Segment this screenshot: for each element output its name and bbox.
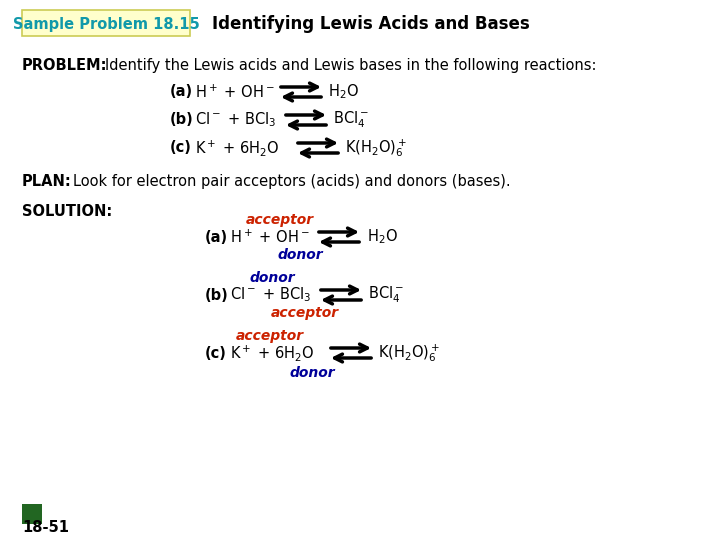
Text: acceptor: acceptor: [271, 306, 339, 320]
Text: donor: donor: [289, 366, 335, 380]
Text: H$^+$ + OH$^-$: H$^+$ + OH$^-$: [230, 228, 310, 246]
Text: H$_2$O: H$_2$O: [367, 228, 398, 246]
Text: Identify the Lewis acids and Lewis bases in the following reactions:: Identify the Lewis acids and Lewis bases…: [105, 58, 596, 73]
Text: donor: donor: [249, 271, 294, 285]
Text: (b): (b): [205, 287, 229, 302]
Text: acceptor: acceptor: [236, 329, 304, 343]
Text: Cl$^-$ + BCl$_3$: Cl$^-$ + BCl$_3$: [230, 286, 311, 305]
Text: Identifying Lewis Acids and Bases: Identifying Lewis Acids and Bases: [212, 15, 530, 33]
Text: H$^+$ + OH$^-$: H$^+$ + OH$^-$: [195, 83, 275, 100]
Text: (b): (b): [170, 112, 194, 127]
Text: K(H$_2$O)$_6^+$: K(H$_2$O)$_6^+$: [345, 137, 408, 159]
Text: PLAN:: PLAN:: [22, 174, 72, 189]
Text: SOLUTION:: SOLUTION:: [22, 204, 112, 219]
Text: BCl$_4^-$: BCl$_4^-$: [368, 285, 404, 305]
Text: Look for electron pair acceptors (acids) and donors (bases).: Look for electron pair acceptors (acids)…: [73, 174, 510, 189]
Text: Sample Problem 18.15: Sample Problem 18.15: [13, 17, 199, 31]
Text: (c): (c): [205, 346, 227, 361]
Text: acceptor: acceptor: [246, 213, 314, 227]
Text: K(H$_2$O)$_6^+$: K(H$_2$O)$_6^+$: [378, 342, 441, 364]
Text: 18-51: 18-51: [22, 521, 69, 536]
Text: BCl$_4^-$: BCl$_4^-$: [333, 110, 369, 130]
Text: (a): (a): [170, 84, 193, 99]
Text: K$^+$ + 6H$_2$O: K$^+$ + 6H$_2$O: [195, 138, 279, 158]
Bar: [22, 504, 42, 524]
Text: PROBLEM:: PROBLEM:: [22, 58, 107, 73]
Text: K$^+$ + 6H$_2$O: K$^+$ + 6H$_2$O: [230, 343, 315, 363]
Text: Cl$^-$ + BCl$_3$: Cl$^-$ + BCl$_3$: [195, 111, 276, 130]
Text: (a): (a): [205, 230, 228, 245]
Text: donor: donor: [277, 248, 323, 262]
Text: H$_2$O: H$_2$O: [328, 83, 359, 102]
Text: (c): (c): [170, 140, 192, 156]
FancyBboxPatch shape: [22, 10, 190, 36]
